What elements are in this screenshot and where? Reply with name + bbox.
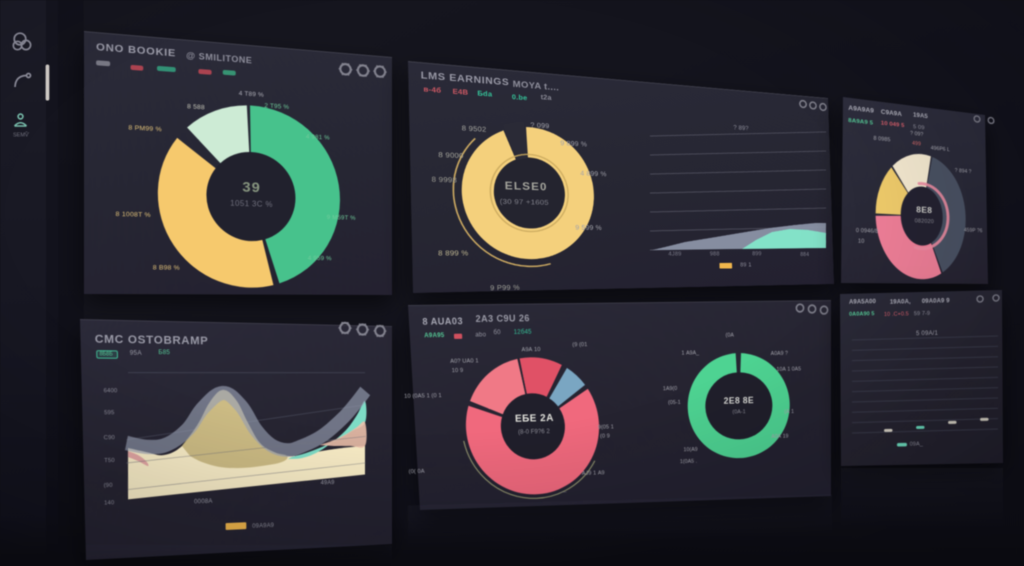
svg-text:SΕMѶ: SΕMѶ [13,132,30,139]
